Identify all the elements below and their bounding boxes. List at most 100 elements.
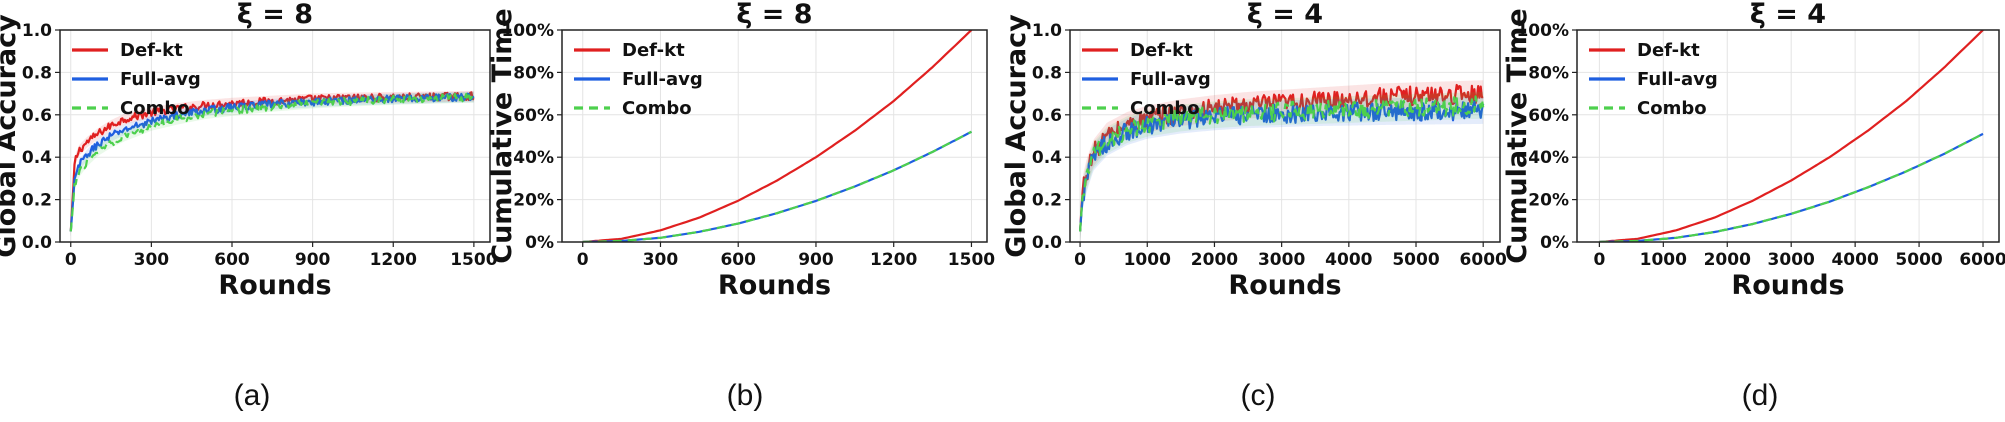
y-axis-label: Global Accuracy <box>1001 14 1032 258</box>
panel-caption: (c) <box>1241 379 1276 412</box>
x-tick-label: 0 <box>1593 250 1605 270</box>
x-tick-label: 600 <box>720 250 756 270</box>
series-line-full-avg <box>69 92 475 232</box>
legend-label-combo: Combo <box>120 98 190 119</box>
y-tick-label: 0.8 <box>1032 63 1062 83</box>
y-tick-label: 100% <box>1516 21 1569 41</box>
panel-title: ξ = 4 <box>1247 0 1323 30</box>
panel-b: 0 300 600 900 1200 1500 0% 20% 40% 60% 80% 100% ξ = … <box>487 0 995 412</box>
x-tick-label: 0 <box>577 250 589 270</box>
series-line-def-kt <box>582 30 973 242</box>
series-line-combo <box>1599 132 1984 242</box>
x-tick-label: 0 <box>1074 250 1086 270</box>
x-axis-label: Rounds <box>218 270 331 301</box>
panel-c: 0 1000 2000 3000 4000 5000 6000 0.0 0.2 0.4 0.6 0.8… <box>1001 0 1507 412</box>
y-tick-label: 80% <box>513 63 554 83</box>
x-tick-label: 1500 <box>450 250 497 270</box>
x-tick-label: 1200 <box>870 250 917 270</box>
x-tick-label: 0 <box>65 250 77 270</box>
y-tick-label: 100% <box>501 21 554 41</box>
x-tick-label: 5000 <box>1392 250 1439 270</box>
y-axis-label: Cumulative Time <box>1502 8 1533 263</box>
legend: Def-kt Full-avg Combo <box>574 40 703 119</box>
x-tick-label: 300 <box>134 250 170 270</box>
legend-label-def-kt: Def-kt <box>120 40 183 61</box>
y-tick-label: 60% <box>513 106 554 126</box>
y-tick-label: 0.6 <box>22 106 52 126</box>
series-band-full-avg <box>1080 97 1484 242</box>
series-band-combo <box>1080 91 1484 242</box>
legend-label-combo: Combo <box>622 98 692 119</box>
x-tick-label: 1000 <box>1640 250 1687 270</box>
panel-caption: (a) <box>234 379 271 412</box>
legend-label-def-kt: Def-kt <box>1130 40 1193 61</box>
series-group <box>582 30 973 242</box>
y-tick-label: 1.0 <box>1032 21 1062 41</box>
y-tick-label: 0.0 <box>1032 233 1062 253</box>
x-tick-label: 1200 <box>370 250 417 270</box>
x-tick-label: 900 <box>798 250 834 270</box>
y-tick-label: 0% <box>1540 233 1569 253</box>
y-tick-label: 0.0 <box>22 233 52 253</box>
legend: Def-kt Full-avg Combo <box>1082 40 1211 119</box>
series-group <box>1599 30 1984 242</box>
y-tick-label: 0.2 <box>22 191 52 211</box>
x-tick-label: 900 <box>295 250 331 270</box>
legend-label-combo: Combo <box>1637 98 1707 119</box>
x-tick-label: 600 <box>214 250 250 270</box>
x-tick-label: 3000 <box>1768 250 1815 270</box>
series-line-combo <box>1079 95 1485 232</box>
series-line-def-kt <box>1079 83 1484 232</box>
y-axis-label: Cumulative Time <box>487 8 518 263</box>
y-tick-label: 20% <box>1528 191 1569 211</box>
panel-title: ξ = 8 <box>237 0 313 30</box>
y-tick-label: 40% <box>1528 148 1569 168</box>
x-tick-label: 1500 <box>948 250 995 270</box>
series-line-def-kt <box>69 91 475 232</box>
legend-label-def-kt: Def-kt <box>622 40 685 61</box>
series-line-def-kt <box>1599 30 1984 242</box>
x-tick-label: 5000 <box>1895 250 1942 270</box>
legend-label-full-avg: Full-avg <box>1637 69 1718 90</box>
y-tick-label: 0.2 <box>1032 191 1062 211</box>
panel-title: ξ = 8 <box>736 0 812 30</box>
y-tick-label: 40% <box>513 148 554 168</box>
x-tick-label: 2000 <box>1191 250 1238 270</box>
legend: Def-kt Full-avg Combo <box>72 40 201 119</box>
series-line-full-avg <box>582 130 972 242</box>
x-tick-label: 300 <box>643 250 679 270</box>
x-tick-label: 6000 <box>1959 250 2005 270</box>
series-group <box>1079 80 1485 242</box>
legend: Def-kt Full-avg Combo <box>1589 40 1718 119</box>
plot-frame <box>1069 29 1501 243</box>
panel-title: ξ = 4 <box>1750 0 1826 30</box>
x-tick-label: 1000 <box>1124 250 1171 270</box>
y-tick-label: 0.4 <box>1032 148 1062 168</box>
y-tick-label: 20% <box>513 191 554 211</box>
y-tick-label: 0.8 <box>22 63 52 83</box>
y-axis-label: Global Accuracy <box>0 14 22 258</box>
x-tick-label: 2000 <box>1704 250 1751 270</box>
series-line-combo <box>582 130 972 242</box>
y-tick-label: 0% <box>525 233 554 253</box>
legend-label-combo: Combo <box>1130 98 1200 119</box>
legend-label-full-avg: Full-avg <box>1130 69 1211 90</box>
x-tick-label: 4000 <box>1325 250 1372 270</box>
x-axis-label: Rounds <box>1731 270 1844 301</box>
x-tick-label: 6000 <box>1460 250 1507 270</box>
y-tick-label: 60% <box>1528 106 1569 126</box>
series-group <box>69 90 475 237</box>
x-tick-label: 4000 <box>1831 250 1878 270</box>
plot-frame <box>561 29 988 243</box>
y-tick-label: 1.0 <box>22 21 52 41</box>
x-tick-label: 3000 <box>1258 250 1305 270</box>
panel-caption: (d) <box>1742 379 1779 412</box>
plot-frame <box>59 29 491 243</box>
panel-a: 0 300 600 900 1200 1500 0.0 0.2 0.4 0.6 0.8 1.0 ξ = … <box>0 0 498 412</box>
legend-label-full-avg: Full-avg <box>622 69 703 90</box>
legend-label-full-avg: Full-avg <box>120 69 201 90</box>
panel-d: 0 1000 2000 3000 4000 5000 6000 0% 20% 40% 60% 80% 1… <box>1502 0 2005 412</box>
y-tick-label: 80% <box>1528 63 1569 83</box>
y-tick-label: 0.6 <box>1032 106 1062 126</box>
